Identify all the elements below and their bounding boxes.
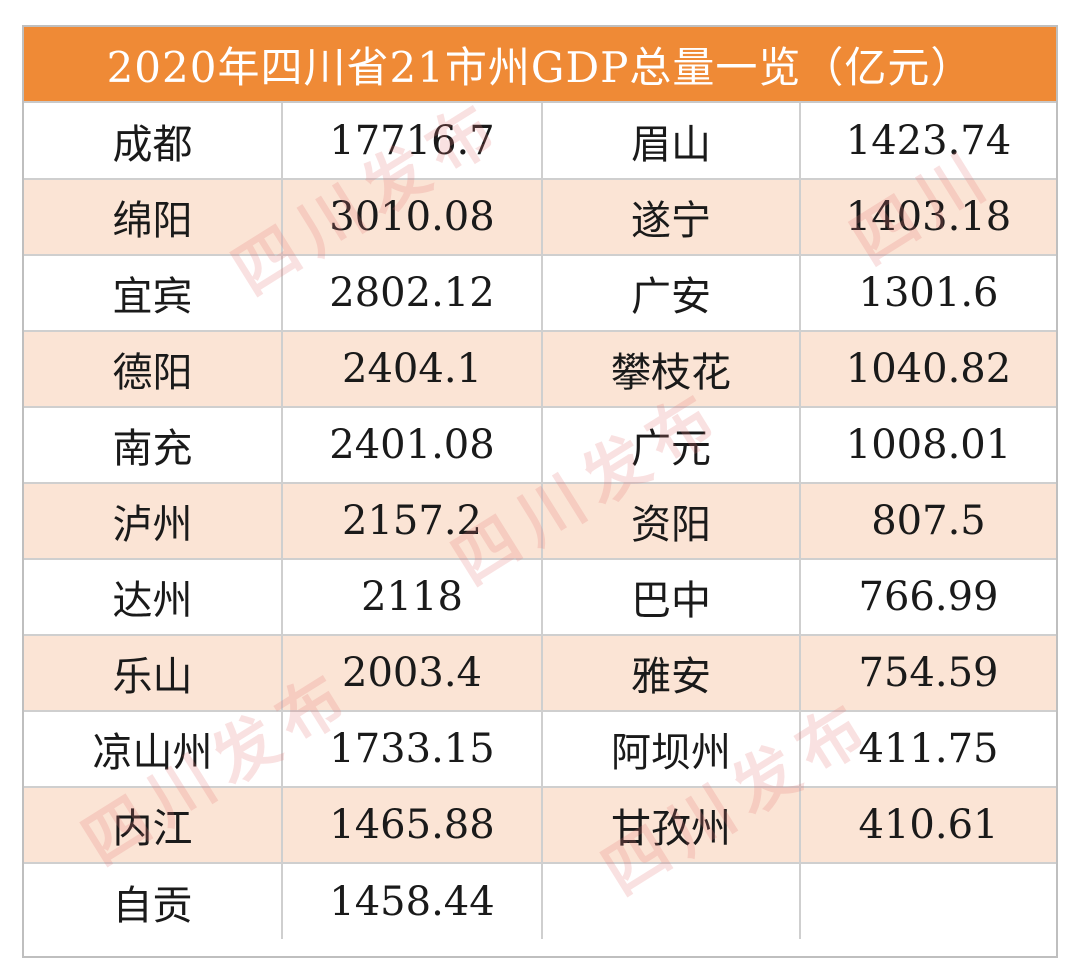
gdp-cell: 3010.08 <box>282 179 543 256</box>
city-cell: 成都 <box>24 103 283 180</box>
city-cell: 宜宾 <box>24 255 283 332</box>
city-cell: 自贡 <box>24 863 283 939</box>
table-title: 2020年四川省21市州GDP总量一览（亿元） <box>24 27 1056 103</box>
gdp-cell: 1301.6 <box>800 255 1056 332</box>
table-row: 内江 1465.88 甘孜州 410.61 <box>24 787 1056 864</box>
gdp-cell: 2157.2 <box>282 483 543 560</box>
table-row: 乐山 2003.4 雅安 754.59 <box>24 635 1056 712</box>
city-cell: 德阳 <box>24 331 283 408</box>
city-cell: 甘孜州 <box>542 787 801 864</box>
city-cell: 雅安 <box>542 635 801 712</box>
gdp-cell: 2802.12 <box>282 255 543 332</box>
table-row: 达州 2118 巴中 766.99 <box>24 559 1056 636</box>
city-cell: 南充 <box>24 407 283 484</box>
table-row: 宜宾 2802.12 广安 1301.6 <box>24 255 1056 332</box>
city-cell: 乐山 <box>24 635 283 712</box>
table-row: 自贡 1458.44 <box>24 863 1056 939</box>
city-cell: 泸州 <box>24 483 283 560</box>
table-row: 成都 17716.7 眉山 1423.74 <box>24 103 1056 180</box>
city-cell: 阿坝州 <box>542 711 801 788</box>
gdp-cell: 1423.74 <box>800 103 1056 180</box>
city-cell: 攀枝花 <box>542 331 801 408</box>
city-cell: 达州 <box>24 559 283 636</box>
gdp-cell: 807.5 <box>800 483 1056 560</box>
city-cell: 资阳 <box>542 483 801 560</box>
table-row: 泸州 2157.2 资阳 807.5 <box>24 483 1056 560</box>
table-row: 南充 2401.08 广元 1008.01 <box>24 407 1056 484</box>
gdp-cell: 1465.88 <box>282 787 543 864</box>
city-cell: 遂宁 <box>542 179 801 256</box>
gdp-cell: 2404.1 <box>282 331 543 408</box>
gdp-cell: 1458.44 <box>282 863 543 939</box>
city-cell: 广安 <box>542 255 801 332</box>
gdp-cell: 410.61 <box>800 787 1056 864</box>
gdp-table: 成都 17716.7 眉山 1423.74 绵阳 3010.08 遂宁 1403… <box>24 103 1056 939</box>
gdp-cell: 411.75 <box>800 711 1056 788</box>
city-cell: 眉山 <box>542 103 801 180</box>
gdp-cell: 1403.18 <box>800 179 1056 256</box>
city-cell: 巴中 <box>542 559 801 636</box>
gdp-cell: 1040.82 <box>800 331 1056 408</box>
gdp-cell: 754.59 <box>800 635 1056 712</box>
gdp-cell: 766.99 <box>800 559 1056 636</box>
table-row: 德阳 2404.1 攀枝花 1040.82 <box>24 331 1056 408</box>
table-row: 凉山州 1733.15 阿坝州 411.75 <box>24 711 1056 788</box>
city-cell: 广元 <box>542 407 801 484</box>
gdp-cell: 2003.4 <box>282 635 543 712</box>
gdp-cell: 2118 <box>282 559 543 636</box>
gdp-cell: 2401.08 <box>282 407 543 484</box>
gdp-cell: 17716.7 <box>282 103 543 180</box>
gdp-table-sheet: 2020年四川省21市州GDP总量一览（亿元） 成都 17716.7 眉山 14… <box>22 25 1058 958</box>
gdp-cell: 1733.15 <box>282 711 543 788</box>
empty-cell <box>542 863 801 939</box>
empty-cell <box>800 863 1056 939</box>
city-cell: 凉山州 <box>24 711 283 788</box>
gdp-cell: 1008.01 <box>800 407 1056 484</box>
table-row: 绵阳 3010.08 遂宁 1403.18 <box>24 179 1056 256</box>
city-cell: 内江 <box>24 787 283 864</box>
city-cell: 绵阳 <box>24 179 283 256</box>
